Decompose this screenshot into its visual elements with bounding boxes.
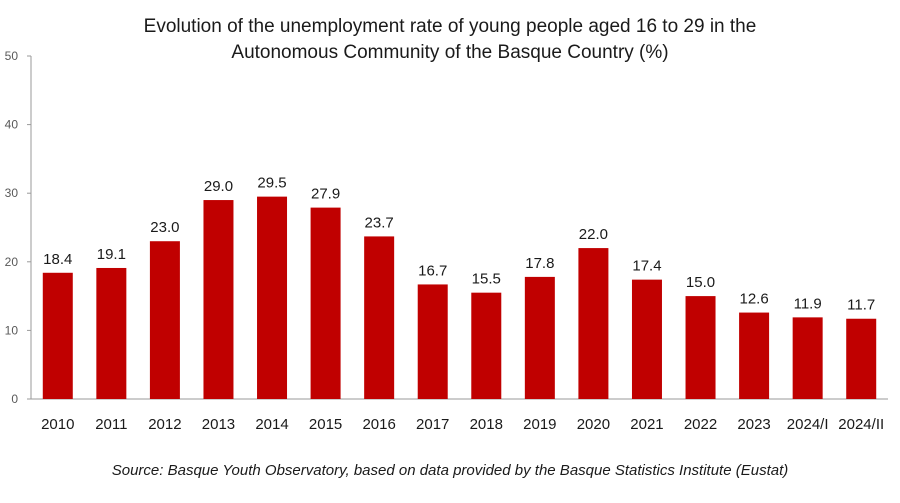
x-tick-label: 2024/I [787, 416, 829, 433]
data-label: 16.7 [418, 262, 447, 279]
x-tick-label: 2019 [523, 416, 556, 433]
chart-title-line-2: Autonomous Community of the Basque Count… [231, 42, 669, 63]
data-label: 11.9 [794, 295, 822, 312]
data-label: 15.0 [686, 274, 715, 291]
y-tick-label: 50 [5, 49, 19, 63]
data-label: 12.6 [739, 291, 768, 308]
data-label: 18.4 [43, 251, 72, 268]
data-label: 17.4 [632, 258, 661, 275]
bar-2011 [96, 267, 127, 399]
bar-2019 [524, 276, 555, 399]
data-label: 11.7 [847, 297, 875, 314]
y-tick-label: 10 [5, 323, 19, 337]
data-label: 27.9 [311, 186, 340, 203]
data-label: 19.1 [97, 246, 126, 263]
x-tick-label: 2021 [630, 416, 663, 433]
x-tick-label: 2023 [737, 416, 770, 433]
x-tick-label: 2014 [255, 416, 288, 433]
x-tick-label: 2022 [684, 416, 717, 433]
bar-2023 [739, 312, 770, 399]
x-tick-label: 2015 [309, 416, 342, 433]
bar-2012 [149, 241, 180, 399]
x-tick-label: 2011 [95, 416, 127, 433]
x-tick-label: 2016 [362, 416, 395, 433]
data-label: 17.8 [525, 255, 554, 272]
chart-source-note: Source: Basque Youth Observatory, based … [111, 462, 789, 479]
x-tick-label: 2012 [148, 416, 181, 433]
chart-title-line-1: Evolution of the unemployment rate of yo… [143, 16, 757, 37]
x-tick-label: 2017 [416, 416, 449, 433]
bar-2020 [578, 248, 609, 399]
data-label: 22.0 [579, 226, 608, 243]
data-label: 23.0 [150, 219, 179, 236]
bar-2024-i [792, 317, 823, 399]
bar-2024-ii [846, 318, 877, 399]
bar-2014 [257, 196, 288, 399]
bar-2017 [417, 284, 448, 399]
bar-2015 [310, 207, 341, 399]
data-label: 23.7 [365, 214, 394, 231]
x-tick-label: 2024/II [838, 416, 884, 433]
data-label: 15.5 [472, 271, 501, 288]
bar-2010 [42, 272, 73, 399]
bar-2018 [471, 292, 502, 399]
x-tick-label: 2010 [41, 416, 74, 433]
x-tick-label: 2013 [202, 416, 235, 433]
y-tick-label: 30 [5, 186, 19, 200]
data-label: 29.0 [204, 178, 233, 195]
bar-2021 [631, 279, 662, 399]
bar-2022 [685, 296, 716, 399]
y-tick-label: 0 [11, 392, 18, 406]
bar-2013 [203, 200, 234, 399]
y-tick-label: 20 [5, 255, 19, 269]
x-tick-label: 2018 [470, 416, 503, 433]
bar-2016 [364, 236, 395, 399]
y-tick-label: 40 [5, 118, 19, 132]
data-label: 29.5 [257, 175, 286, 192]
x-tick-label: 2020 [577, 416, 610, 433]
chart-title: Evolution of the unemployment rate of yo… [0, 14, 900, 66]
